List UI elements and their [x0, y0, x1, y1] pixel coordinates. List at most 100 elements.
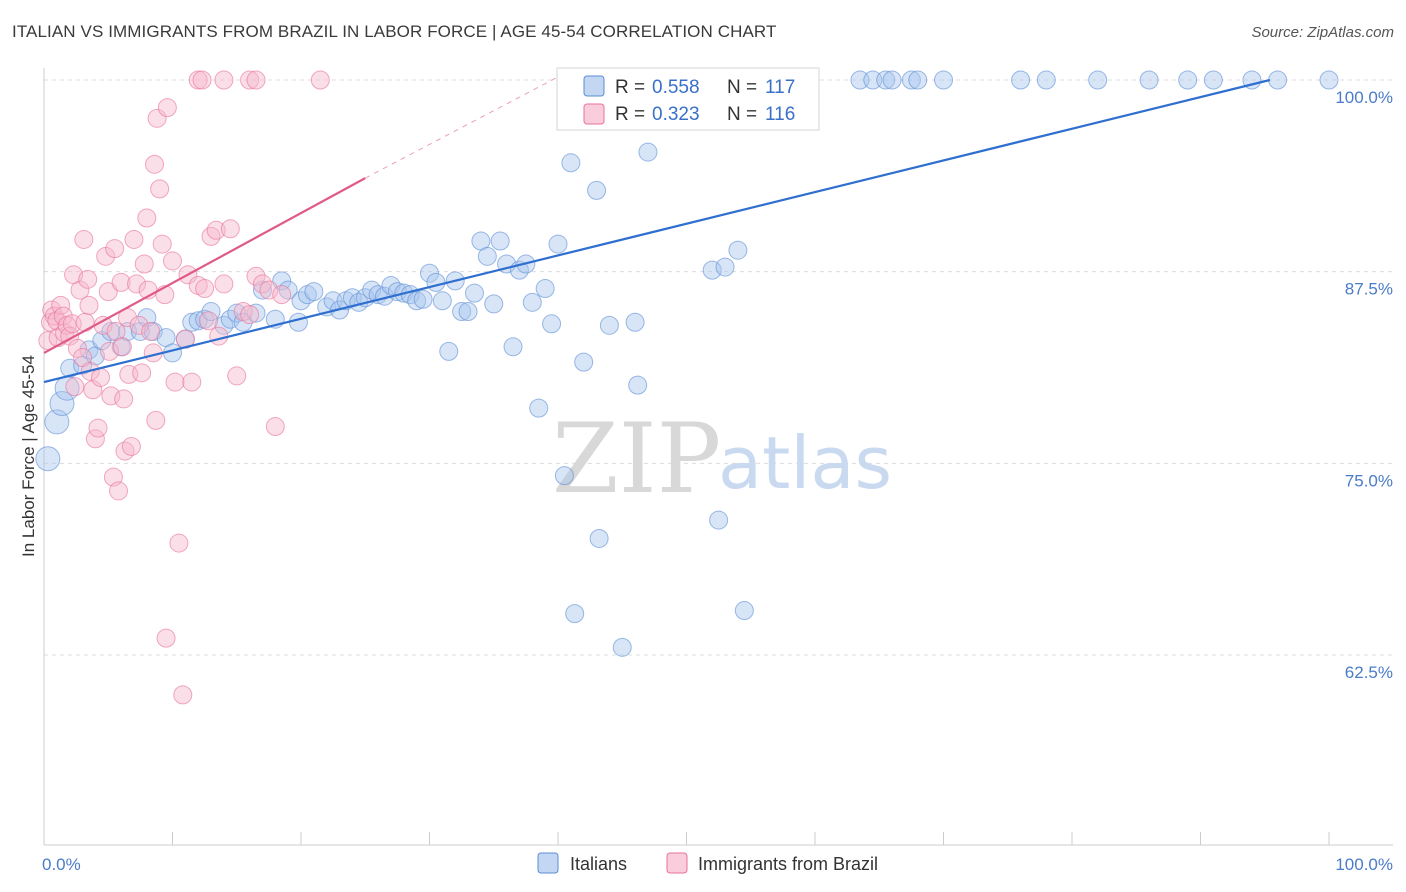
- gridlines: [44, 79, 1393, 656]
- chart-source: Source: ZipAtlas.com: [1251, 24, 1394, 41]
- italians-point: [554, 466, 574, 486]
- brazil-point: [132, 363, 152, 383]
- brazil-point: [75, 312, 95, 332]
- brazil-point: [98, 282, 118, 302]
- brazil-point: [146, 410, 166, 430]
- italians-point: [407, 291, 427, 311]
- italians-point: [625, 312, 645, 332]
- brazil-point: [114, 389, 134, 409]
- brazil-point: [129, 315, 149, 335]
- italians-point: [565, 604, 585, 624]
- legend-brazil-n-label: N =: [727, 104, 757, 125]
- brazil-point: [134, 254, 154, 274]
- italians-point: [60, 358, 80, 378]
- italians-point: [439, 341, 459, 361]
- brazil-point: [152, 234, 172, 254]
- y-tick-label-2: 87.5%: [1345, 280, 1393, 299]
- brazil-point: [163, 251, 182, 271]
- brazil-point: [272, 285, 292, 305]
- bottom-legend-italians-swatch: [537, 852, 559, 874]
- brazil-point: [79, 295, 99, 315]
- italians-point: [728, 240, 748, 260]
- italians-point: [638, 142, 658, 162]
- italians-point: [432, 291, 452, 311]
- italians-point: [458, 302, 478, 322]
- brazil-point: [182, 372, 202, 392]
- brazil-point: [67, 338, 87, 358]
- italians-point: [542, 314, 562, 334]
- brazil-point: [198, 311, 218, 331]
- italians-point: [901, 70, 921, 90]
- brazil-point: [141, 321, 161, 341]
- italians-point: [188, 311, 208, 331]
- brazil-point: [124, 229, 144, 249]
- y-tick-label-3: 100.0%: [1335, 88, 1393, 107]
- bottom-legend-brazil: Immigrants from Brazil: [698, 854, 878, 874]
- italians-point: [503, 337, 523, 357]
- brazil-point: [74, 229, 94, 249]
- italians-point: [535, 279, 555, 299]
- brazil-point: [310, 70, 330, 90]
- italians-point: [734, 601, 754, 621]
- trend-lines: [43, 76, 1271, 384]
- brazil-trend-extension: [365, 76, 559, 179]
- italians-trend-line: [43, 78, 1271, 384]
- legend-italians-r-label: R =: [615, 77, 645, 98]
- italians-point: [574, 352, 594, 372]
- brazil-point: [227, 366, 247, 386]
- brazil-point: [109, 481, 129, 501]
- italians-point: [201, 302, 221, 322]
- italians-point: [1036, 70, 1056, 90]
- italians-point: [599, 315, 619, 335]
- brazil-point: [165, 372, 185, 392]
- brazil-point: [150, 179, 170, 199]
- brazil-point: [195, 279, 215, 299]
- italians-point: [548, 234, 568, 254]
- italians-point: [49, 391, 75, 417]
- brazil-point: [145, 154, 165, 174]
- brazil-point: [121, 436, 141, 456]
- brazil-point: [259, 280, 279, 300]
- italians-point: [1203, 70, 1223, 90]
- brazil-point: [206, 220, 226, 240]
- x-tick-label-max: 100.0%: [1335, 855, 1393, 874]
- italians-point: [628, 375, 648, 395]
- brazil-points: [38, 70, 330, 705]
- legend-brazil-swatch: [583, 103, 605, 125]
- brazil-point: [173, 685, 193, 705]
- italians-point: [908, 70, 928, 90]
- italians-point: [587, 180, 607, 200]
- italians-point: [484, 294, 504, 314]
- watermark-atlas: atlas: [718, 421, 892, 505]
- watermark-zip: ZIP: [552, 403, 721, 515]
- brazil-point: [214, 274, 234, 294]
- x-tick-label-min: 0.0%: [42, 855, 81, 874]
- italians-point: [490, 231, 510, 251]
- legend-brazil-r-value: 0.323: [652, 104, 700, 125]
- legend-brazil-r-label: R =: [615, 104, 645, 125]
- italians-point: [304, 282, 324, 302]
- brazil-point: [201, 226, 221, 246]
- brazil-point: [70, 280, 90, 300]
- italians-point: [1268, 70, 1288, 90]
- italians-point: [612, 637, 632, 657]
- brazil-point: [214, 70, 234, 90]
- italians-point: [522, 292, 542, 312]
- italians-point: [420, 263, 439, 283]
- italians-point: [1139, 70, 1159, 90]
- italians-point: [876, 70, 896, 90]
- italians-point: [709, 510, 729, 530]
- chart-title: ITALIAN VS IMMIGRANTS FROM BRAZIL IN LAB…: [12, 22, 777, 41]
- brazil-point: [246, 70, 266, 90]
- brazil-point: [112, 337, 132, 357]
- brazil-point: [240, 305, 260, 325]
- brazil-point: [137, 208, 157, 228]
- legend-italians-n-value: 117: [765, 77, 795, 98]
- bottom-legend-italians: Italians: [570, 854, 627, 874]
- brazil-point: [127, 274, 147, 294]
- legend-italians-n-label: N =: [727, 77, 757, 98]
- brazil-point: [192, 70, 212, 90]
- brazil-point: [220, 219, 240, 239]
- italians-point: [35, 446, 61, 472]
